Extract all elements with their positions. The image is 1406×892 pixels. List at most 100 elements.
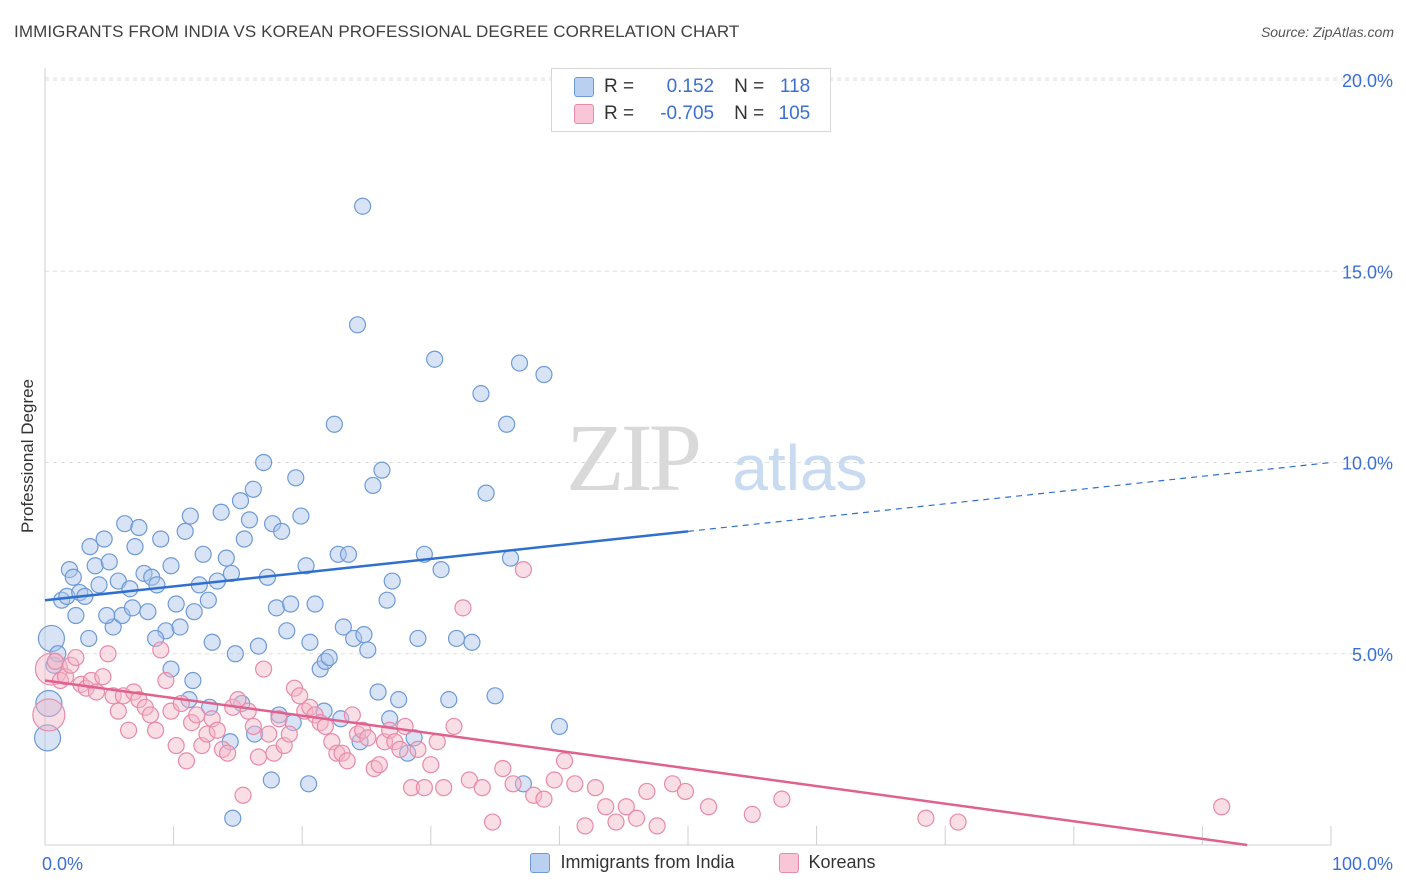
legend-r-value: 0.152 <box>666 76 715 97</box>
korean-point <box>409 740 427 758</box>
india-point <box>130 518 148 537</box>
korean-point <box>188 706 206 724</box>
india-point <box>345 629 363 648</box>
korean-point <box>402 779 421 797</box>
india-point <box>217 549 235 567</box>
india-point <box>185 603 203 621</box>
korean-point <box>576 817 594 835</box>
india-trend-line <box>44 530 689 602</box>
india-point <box>33 724 62 752</box>
india-point <box>224 809 242 827</box>
india-point <box>126 538 144 556</box>
india-point <box>244 480 262 498</box>
korean-point <box>627 809 646 827</box>
india-point <box>86 557 104 575</box>
india-trend-line-dashed <box>687 461 1332 532</box>
india-points <box>33 197 569 827</box>
india-point <box>320 648 338 667</box>
india-point <box>301 633 319 651</box>
korean-point <box>454 599 472 617</box>
korean-point <box>391 740 409 758</box>
india-point <box>355 626 373 644</box>
india-point <box>273 522 291 540</box>
korean-point <box>676 782 695 801</box>
korean-point <box>586 779 605 797</box>
chart-source: Source: ZipAtlas.com <box>1260 24 1394 40</box>
korean-point <box>167 736 185 755</box>
legend-n-value: 118 <box>779 76 811 97</box>
india-point <box>364 476 382 495</box>
korean-point <box>545 771 563 789</box>
korean-point <box>291 687 309 705</box>
india-point <box>440 691 458 709</box>
india-point <box>194 545 212 563</box>
india-point <box>181 507 199 525</box>
india-point <box>306 595 324 613</box>
korean-point <box>146 721 165 739</box>
india-point <box>477 484 495 502</box>
india-point <box>297 557 315 575</box>
korean-point <box>141 706 160 724</box>
korean-point <box>494 759 512 778</box>
korean-point <box>370 756 388 774</box>
india-point <box>199 591 217 609</box>
legend-n-label: N = <box>734 103 765 124</box>
india-point <box>226 645 244 663</box>
x-tick-label: 0.0% <box>42 854 83 874</box>
korean-points <box>32 560 1231 835</box>
india-point <box>383 572 401 590</box>
india-point <box>550 717 569 736</box>
bottom-legend-label-korean: Koreans <box>808 852 876 872</box>
korean-point <box>270 710 288 728</box>
india-point <box>325 415 343 433</box>
korean-point <box>699 798 718 816</box>
korean-point <box>338 752 356 770</box>
korean-point <box>663 775 682 793</box>
watermark: ZIP atlas <box>566 404 868 511</box>
india-point <box>148 576 166 594</box>
legend-swatch-korean <box>574 104 594 124</box>
india-point <box>100 553 118 571</box>
korean-point <box>157 671 175 690</box>
korean-point <box>743 805 761 824</box>
india-point <box>35 689 63 718</box>
trend-lines <box>44 461 1332 847</box>
india-point <box>510 354 529 372</box>
korean-point <box>566 775 584 793</box>
korean-point <box>1213 798 1231 816</box>
grid-lines <box>45 77 1392 655</box>
india-point <box>409 629 427 648</box>
korean-point <box>239 702 257 720</box>
india-point <box>98 606 116 625</box>
korean-point <box>648 817 666 835</box>
india-point <box>378 591 396 609</box>
india-point <box>486 687 504 705</box>
india-point <box>123 599 142 617</box>
chart-title: IMMIGRANTS FROM INDIA VS KOREAN PROFESSI… <box>14 22 740 41</box>
legend-r-label: R = <box>604 103 635 124</box>
bottom-legend-swatch-korean <box>778 852 799 873</box>
korean-point <box>597 798 615 816</box>
india-point <box>37 624 66 653</box>
korean-point <box>119 721 138 739</box>
korean-point <box>177 752 196 770</box>
korean-point <box>198 725 216 743</box>
korean-point <box>917 809 935 827</box>
india-point <box>287 469 305 487</box>
korean-point <box>152 641 170 659</box>
india-point <box>463 633 481 651</box>
legend-row-india: R = 0.152 N = 118 <box>574 74 810 100</box>
bottom-legend-korean: Koreans <box>778 852 876 873</box>
korean-point <box>607 813 625 831</box>
korean-point <box>773 790 791 808</box>
legend-r-value: -0.705 <box>660 103 715 124</box>
legend-r-label: R = <box>604 76 635 97</box>
tick-labels: 5.0% 10.0% 15.0% 20.0% 0.0% 100.0% <box>42 71 1393 874</box>
india-point <box>81 538 99 556</box>
korean-point <box>514 560 532 579</box>
india-point <box>278 622 296 640</box>
india-point <box>262 771 280 789</box>
india-point <box>152 530 170 548</box>
korean-point <box>260 725 278 743</box>
